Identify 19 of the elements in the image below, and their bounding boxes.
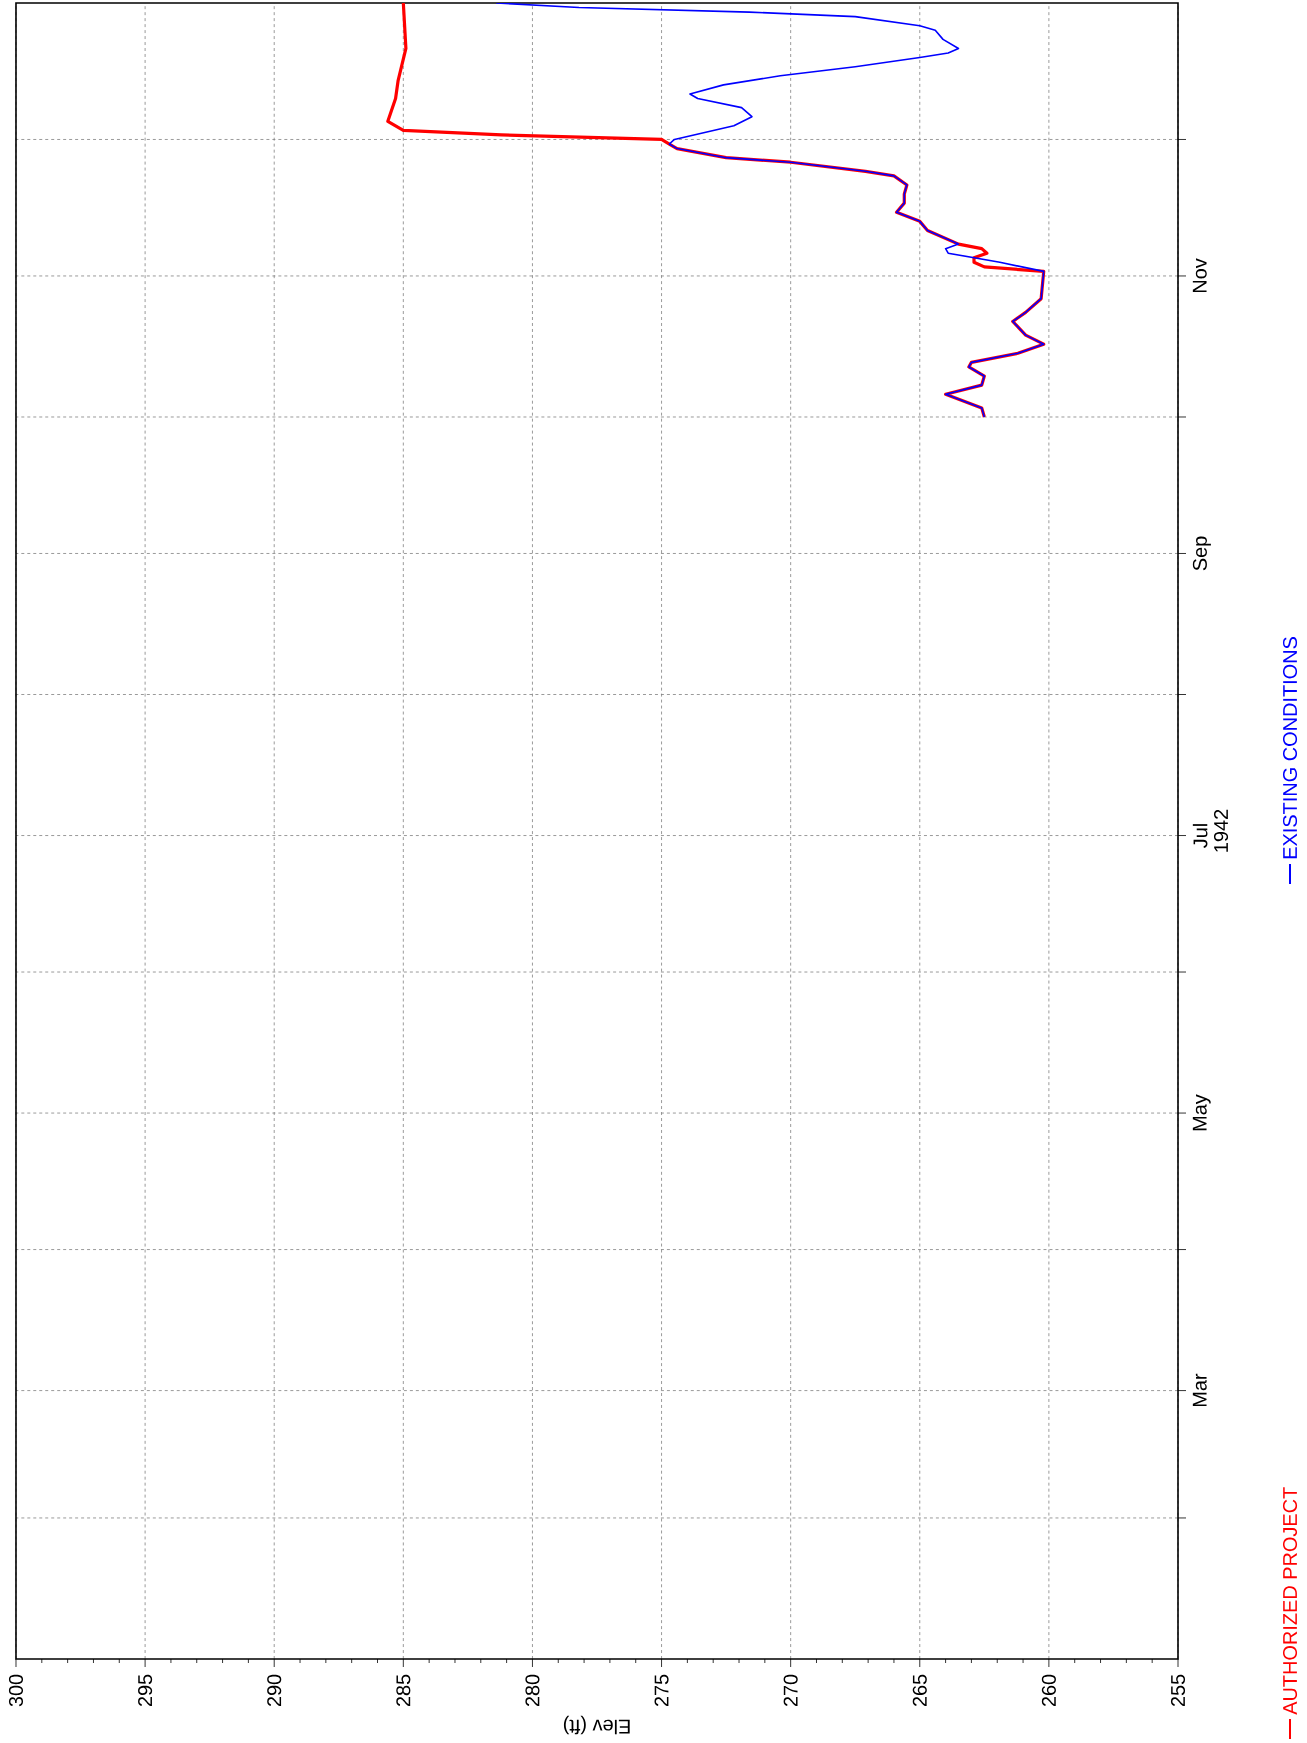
y-tick-label: Jul	[1192, 824, 1208, 848]
y-tick-label: May	[1192, 1094, 1211, 1131]
x-tick-label: 300	[8, 1674, 24, 1707]
text: AUTHORIZED PROJECT	[1282, 1487, 1298, 1715]
x-tick-label: 280	[525, 1674, 540, 1707]
x-tick-label: 285	[396, 1674, 411, 1707]
y-tick-label: Nov	[1192, 258, 1207, 293]
x-tick-label: 255	[1170, 1674, 1186, 1707]
x-tick-label: 275	[654, 1674, 669, 1707]
text: EXISTING CONDITIONS	[1282, 637, 1298, 859]
y-axis-title: 1942	[1213, 809, 1229, 852]
x-tick-label: 265	[912, 1674, 927, 1707]
x-tick-label: 295	[138, 1674, 153, 1707]
y-tick-label: Mar	[1192, 1373, 1207, 1407]
y-tick-label: Sep	[1192, 536, 1211, 571]
x-tick-label: 260	[1041, 1674, 1056, 1707]
x-tick-label: 270	[783, 1674, 798, 1707]
x-tick-label: 290	[267, 1674, 282, 1707]
x-axis-title: Elev (ft)	[563, 1715, 630, 1735]
